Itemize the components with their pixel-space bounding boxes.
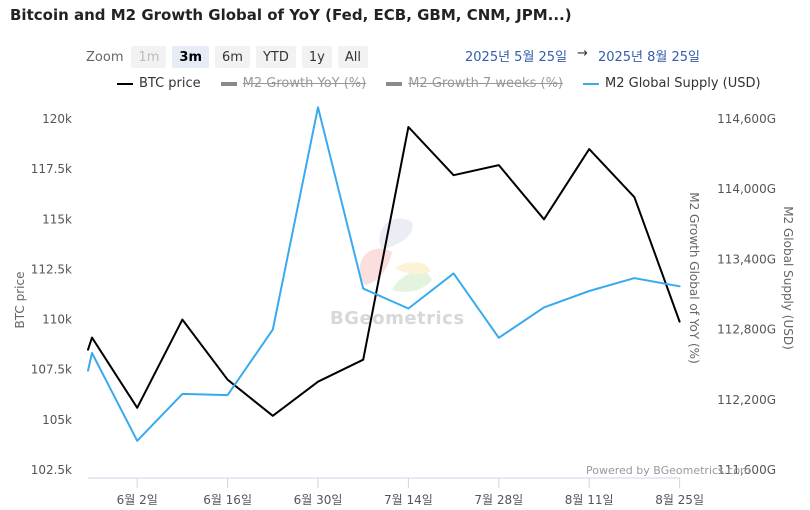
watermark-icon (359, 218, 432, 292)
btc-price-line[interactable] (87, 126, 681, 417)
y-axis-left-title: BTC price (13, 272, 27, 329)
range-to-input[interactable]: 2025년 8월 25일 (597, 50, 700, 65)
range-from-input[interactable]: 2025년 5월 25일 (465, 50, 568, 65)
y-left-tick-label: 110k (42, 313, 72, 327)
x-tick-label: 8월 25일 (655, 493, 704, 507)
zoom-1m-button[interactable]: 1m (131, 46, 167, 68)
legend-line-symbol (583, 82, 599, 85)
zoom-label: Zoom (86, 49, 124, 65)
legend-bar-symbol (220, 81, 237, 86)
y-left-tick-label: 112.5k (31, 262, 72, 276)
legend-label: M2 Global Supply (USD) (605, 76, 761, 91)
legend-bar-symbol (386, 81, 403, 86)
legend: BTC price M2 Growth YoY (%) M2 Growth 7 … (117, 76, 781, 91)
zoom-ytd-button[interactable]: YTD (255, 46, 296, 68)
y-right-tick-label: 112,800G (717, 323, 776, 337)
x-tick-label: 7월 14일 (384, 493, 433, 507)
legend-label: M2 Growth YoY (%) (242, 76, 367, 91)
zoom-bar: Zoom 1m 3m 6m YTD 1y All (86, 46, 374, 68)
legend-item-m2-growth-7-weeks[interactable]: M2 Growth 7 weeks (%) (386, 76, 563, 91)
y-axis-right2-title: M2 Growth Global of YoY (%) (687, 192, 701, 364)
x-tick-label: 6월 30일 (294, 493, 343, 507)
zoom-3m-button[interactable]: 3m (172, 46, 210, 68)
legend-item-m2-growth-yoy[interactable]: M2 Growth YoY (%) (220, 76, 367, 91)
date-range: 2025년 5월 25일 → 2025년 8월 25일 (465, 46, 700, 65)
watermark-logo: BGeometrics (330, 308, 465, 329)
zoom-all-button[interactable]: All (337, 46, 368, 68)
x-tick-label: 7월 28일 (474, 493, 523, 507)
y-right-tick-label: 114,600G (717, 112, 776, 126)
y-left-tick-label: 102.5k (31, 463, 72, 477)
legend-label: M2 Growth 7 weeks (%) (408, 76, 563, 91)
y-left-tick-label: 115k (42, 212, 72, 226)
y-right-tick-label: 111,600G (717, 463, 776, 477)
y-left-tick-label: 120k (42, 112, 72, 126)
legend-label: BTC price (139, 76, 201, 91)
range-arrow: → (577, 46, 588, 61)
y-axis-right-title: M2 Global Supply (USD) (781, 206, 795, 350)
legend-item-m2-global-supply[interactable]: M2 Global Supply (USD) (583, 76, 761, 91)
y-left-tick-label: 107.5k (31, 363, 72, 377)
x-tick-label: 8월 11일 (565, 493, 614, 507)
y-right-tick-label: 112,200G (717, 393, 776, 407)
zoom-6m-button[interactable]: 6m (215, 46, 250, 68)
legend-item-btc-price[interactable]: BTC price (117, 76, 201, 91)
zoom-1y-button[interactable]: 1y (301, 46, 332, 68)
y-left-tick-label: 105k (42, 413, 72, 427)
x-tick-label: 6월 16일 (203, 493, 252, 507)
x-tick-label: 6월 2일 (117, 493, 158, 507)
y-right-tick-label: 113,400G (717, 252, 776, 266)
y-left-tick-label: 117.5k (31, 162, 72, 176)
legend-line-symbol (117, 82, 133, 85)
credit-link[interactable]: Powered by BGeometrics.com (586, 464, 751, 477)
m2-global-supply-line[interactable] (87, 106, 681, 442)
chart-title: Bitcoin and M2 Growth Global of YoY (Fed… (10, 6, 572, 24)
y-right-tick-label: 114,000G (717, 182, 776, 196)
